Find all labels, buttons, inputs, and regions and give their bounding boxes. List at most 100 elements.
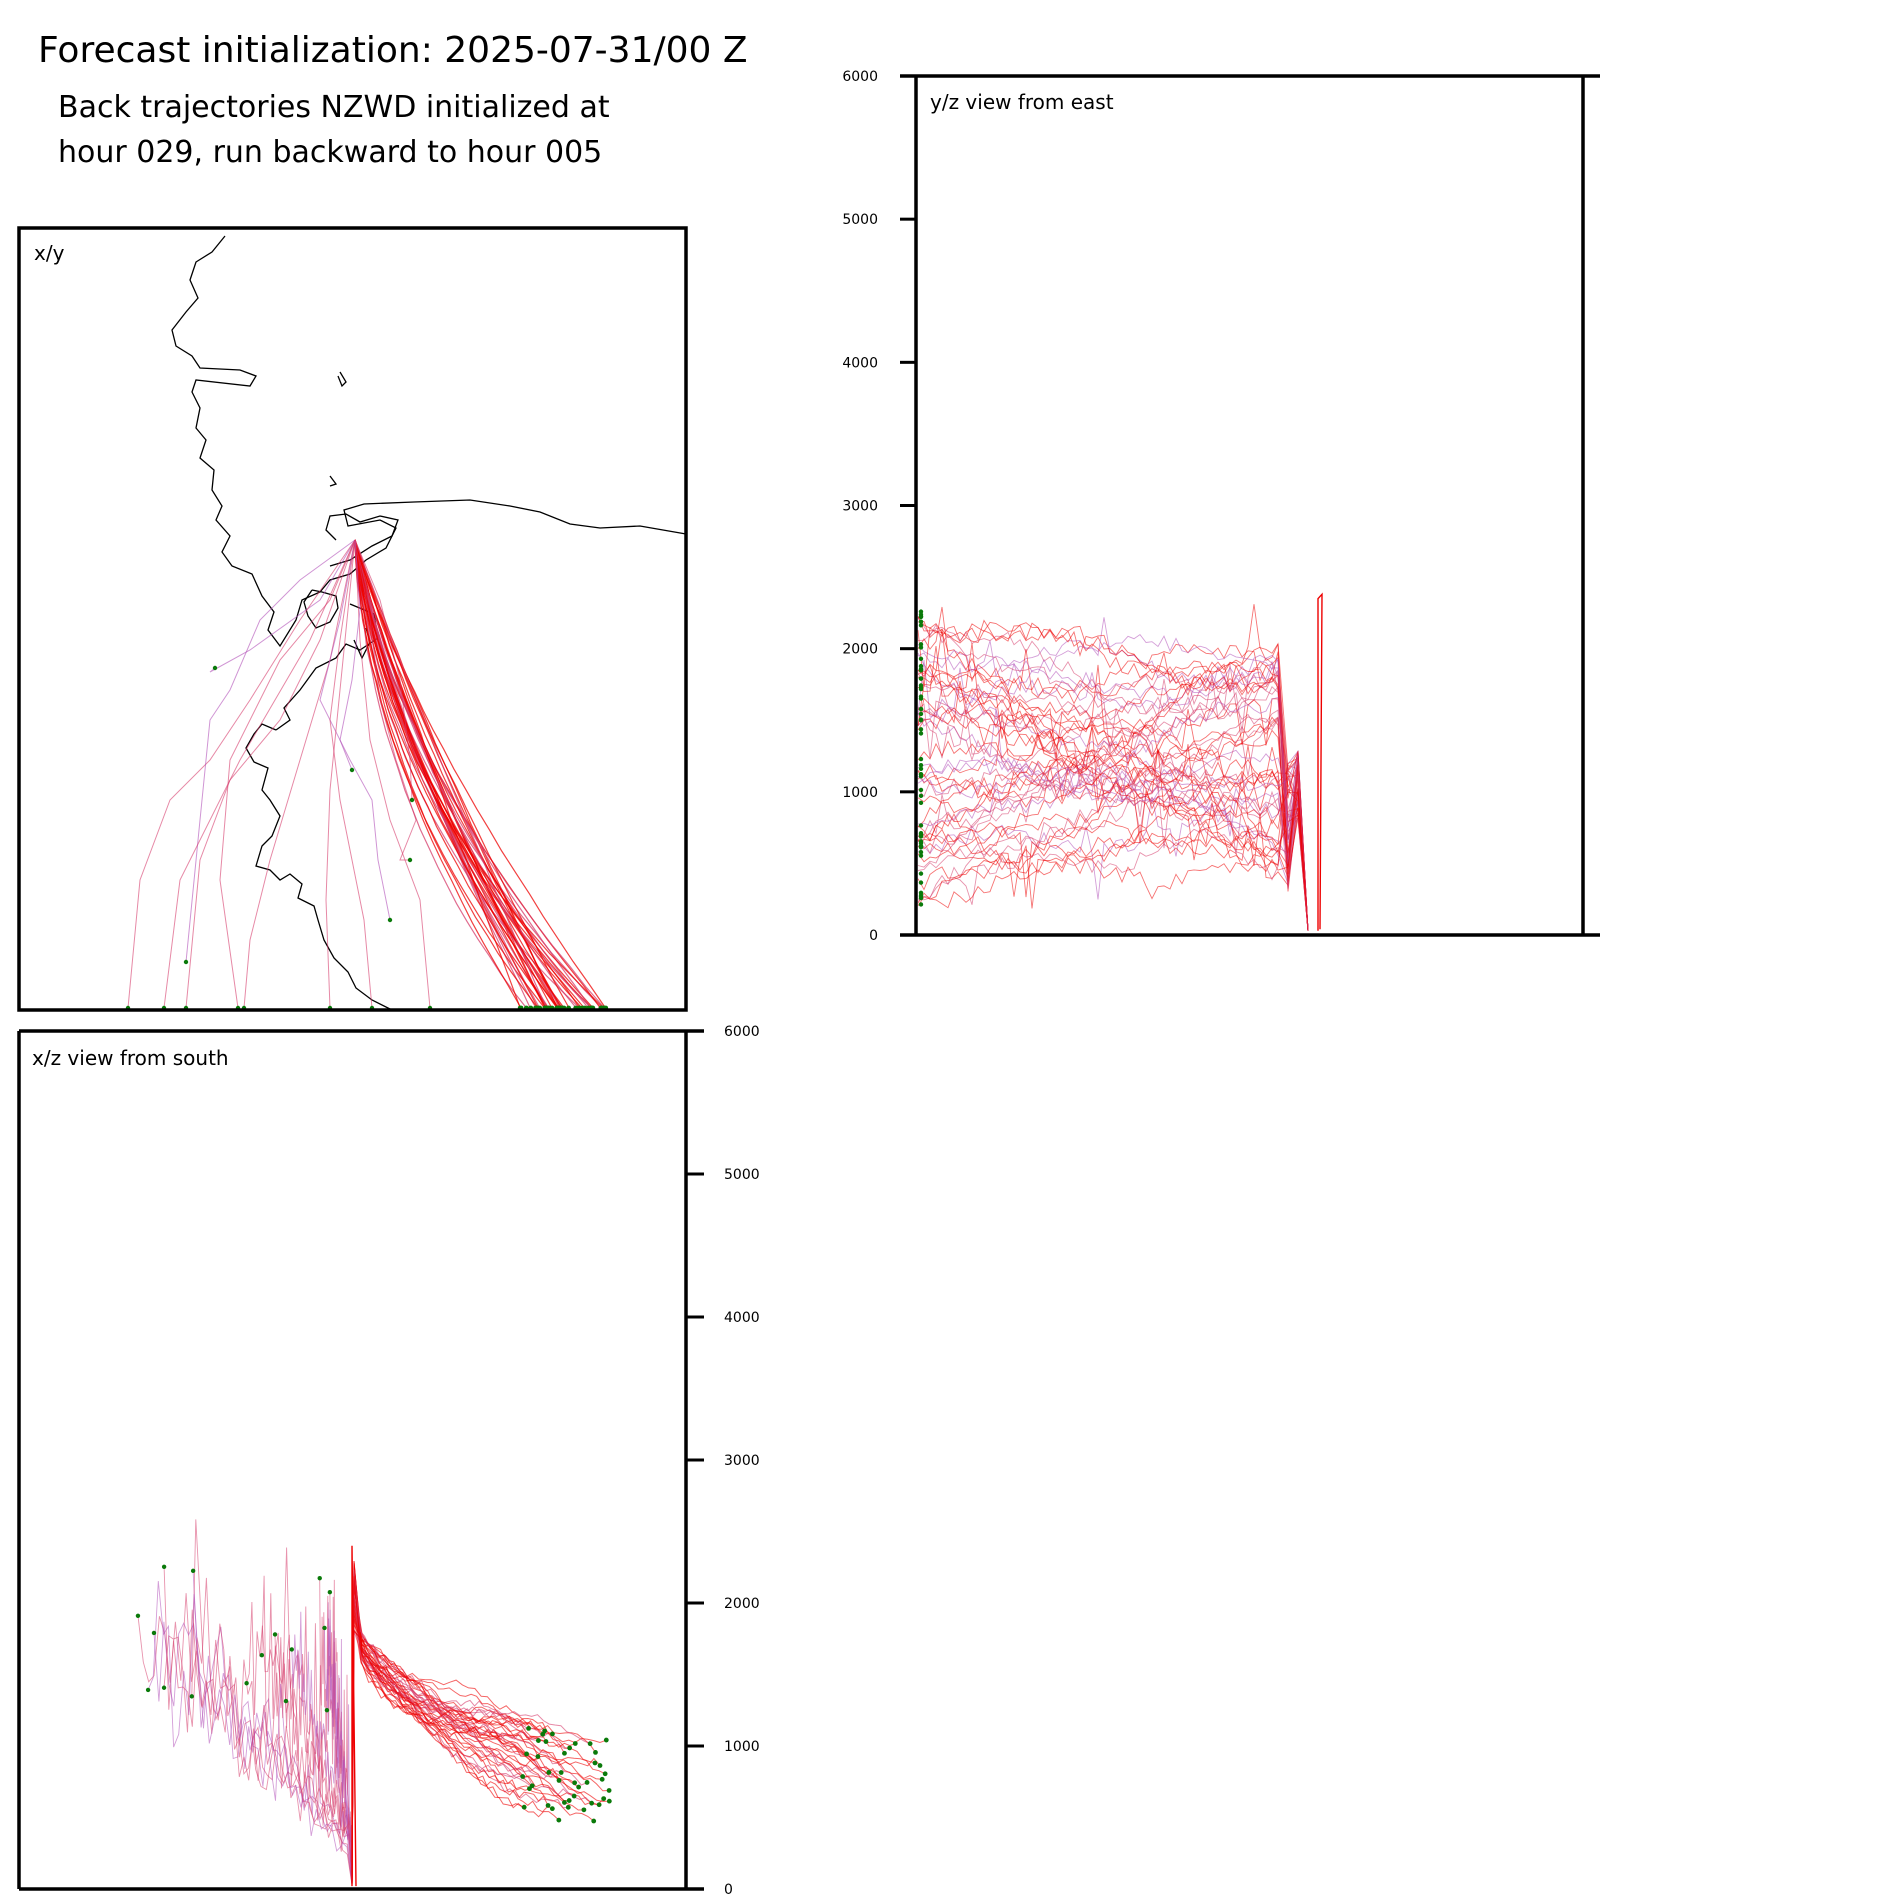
coastline-segment [337,371,347,388]
y-tick-label: 6000 [842,69,878,85]
xz-trajectory-line [351,1563,607,1885]
xy-trajectory-line [354,539,431,1009]
yz-trajectory-line [917,697,1309,931]
yz-trajectory-line [917,789,1309,931]
xz-ticks: 0 1000 2000 3000 4000 5000 6000 [686,1024,760,1898]
yz-trajectory-line [917,709,1309,931]
xy-trajectory-line [185,539,356,963]
xy-trajectory-line [354,539,553,1009]
xz-endpoint [567,1745,573,1751]
yz-trajectory-line [917,754,1309,931]
xy-trajectory-line [354,539,417,861]
y-tick-label: 3000 [842,499,878,515]
y-tick-label: 6000 [724,1024,760,1040]
y-tick-label: 5000 [724,1167,760,1183]
xy-trajectory-line [243,539,356,1009]
xy-endpoint [349,767,355,773]
xz-endpoint [576,1784,582,1790]
xz-endpoint [145,1687,151,1693]
yz-trajectory-line [917,628,1309,931]
xz-endpoint [322,1625,327,1631]
xz-endpoint [556,1817,562,1823]
yz-endpoint [918,727,924,732]
xz-endpoint [572,1780,578,1786]
xz-trajectory-line [351,1617,525,1885]
xz-endpoint [524,1751,529,1757]
xz-endpoint [599,1776,605,1782]
yz-endpoint [918,676,924,681]
xy-trajectory-line [329,539,373,1009]
xy-trajectory-line [185,539,356,1009]
xz-endpoint [520,1774,526,1779]
coastline-segment [303,589,339,629]
xy-trajectory-line [209,539,356,673]
xz-endpoint [603,1737,609,1743]
yz-endpoint [918,656,924,661]
yz-trajectory-line [917,617,1309,931]
xz-trajectory-line [351,1565,575,1885]
yz-trajectory-line [917,716,1309,931]
yz-trajectory-line [917,708,1309,931]
yz-trajectory-line [917,754,1309,931]
yz-endpoint [918,663,924,669]
xz-trajectory-line [324,1618,353,1885]
xz-panel: 0 1000 2000 3000 4000 5000 6000 x/z view from … [17,1024,760,1898]
yz-trajectory-line [917,676,1309,931]
y-tick-label: 2000 [724,1596,760,1612]
xz-trajectory-line [153,1621,353,1885]
xy-trajectory-line [354,539,605,1009]
xz-endpoint [542,1728,548,1734]
yz-endpoint [918,609,924,614]
yz-endpoint [918,642,924,647]
yz-endpoint [918,711,924,717]
yz-trajectory-line [917,606,1309,931]
xz-endpoint [161,1564,167,1570]
yz-trajectory-line [917,718,1309,931]
yz-initial-column [1317,592,1323,931]
xz-endpoint [562,1750,567,1756]
xz-endpoint [259,1653,265,1658]
xz-trajectory-line [351,1609,596,1885]
xz-endpoint [324,1707,330,1713]
yz-endpoints [918,609,924,907]
yz-trajectory-line [917,633,1309,931]
xz-endpoint [581,1807,587,1813]
yz-endpoint [918,756,924,762]
yz-endpoint [918,823,924,828]
xz-endpoint [565,1804,571,1810]
yz-trajectory-line [917,745,1309,931]
xz-endpoint [526,1725,532,1731]
xy-trajectory-line [354,539,547,1009]
xy-trajectory-line [319,539,391,921]
yz-endpoint [918,871,924,876]
coastline-segment [325,513,399,567]
xz-endpoint [596,1802,602,1808]
xy-trajectory-line [354,539,550,1009]
xy-trajectory-line [354,539,603,1009]
yz-trajectory-line [917,617,1309,931]
xy-trajectory-line [354,539,522,1009]
xz-endpoint [283,1698,289,1704]
xy-trajectory-line [354,539,548,1009]
yz-trajectory-line [917,643,1309,931]
xy-trajectory-line [354,539,585,1009]
yz-trajectory-line [917,757,1309,931]
xz-trajectory-line [351,1629,588,1885]
yz-endpoint [918,902,924,907]
xz-trajectory-line [351,1576,530,1885]
xz-endpoint [562,1800,567,1805]
xy-trajectory-line [354,539,521,1009]
xz-endpoint [571,1793,577,1799]
xz-endpoint [606,1788,612,1793]
yz-trajectory-line [917,616,1309,931]
yz-panel-label: y/z view from east [930,90,1114,114]
yz-endpoint [918,645,924,650]
xz-initial-column [351,1545,357,1887]
yz-endpoint [918,853,924,858]
yz-trajectory-line [917,672,1309,931]
yz-trajectory-line [917,664,1309,931]
xz-endpoint [161,1685,167,1690]
yz-trajectory-line [917,764,1309,931]
page-title: Forecast initialization: 2025-07-31/00 Z [38,30,748,71]
coastline-segment [329,475,338,487]
